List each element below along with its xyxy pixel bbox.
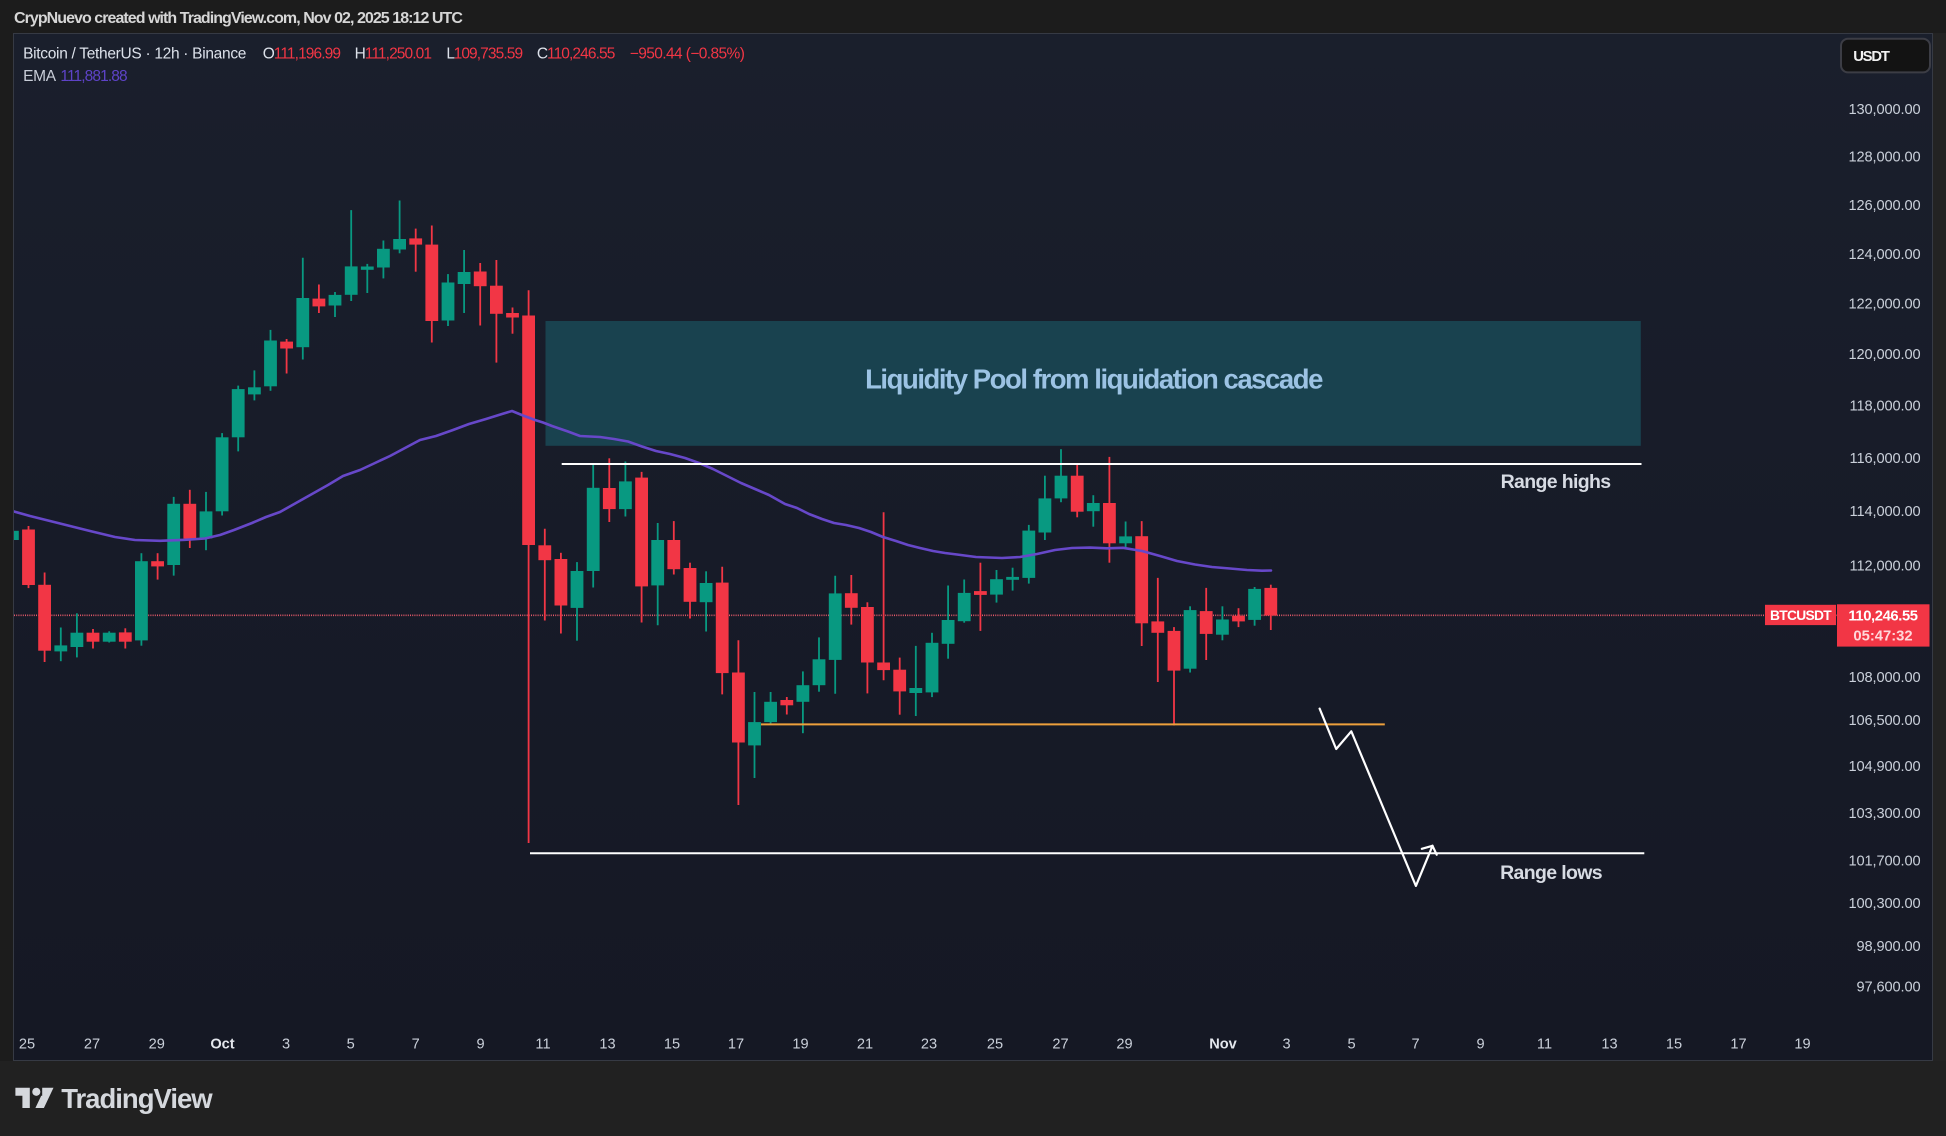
svg-text:15: 15	[664, 1036, 680, 1052]
svg-text:Range highs: Range highs	[1501, 471, 1612, 493]
svg-text:25: 25	[987, 1036, 1003, 1052]
svg-text:111,196.99: 111,196.99	[274, 46, 341, 63]
svg-text:21: 21	[857, 1036, 873, 1052]
svg-text:27: 27	[1052, 1036, 1068, 1052]
svg-text:11: 11	[535, 1036, 550, 1052]
svg-text:5: 5	[347, 1036, 355, 1052]
svg-text:116,000.00: 116,000.00	[1850, 451, 1921, 467]
svg-text:111,881.88: 111,881.88	[60, 68, 127, 85]
svg-text:109,735.59: 109,735.59	[454, 46, 523, 63]
svg-text:29: 29	[149, 1036, 165, 1052]
svg-text:101,700.00: 101,700.00	[1848, 854, 1920, 870]
svg-text:25: 25	[19, 1036, 35, 1052]
svg-text:124,000.00: 124,000.00	[1848, 247, 1920, 263]
svg-text:C: C	[537, 46, 548, 63]
svg-text:Oct: Oct	[210, 1036, 234, 1052]
svg-text:L: L	[446, 46, 455, 63]
svg-text:122,000.00: 122,000.00	[1848, 297, 1920, 313]
svg-text:Bitcoin / TetherUS · 12h · Bin: Bitcoin / TetherUS · 12h · Binance	[23, 46, 246, 63]
svg-text:Liquidity Pool from liquidatio: Liquidity Pool from liquidation cascade	[865, 364, 1323, 395]
svg-text:110,246.55: 110,246.55	[1848, 608, 1917, 624]
svg-text:13: 13	[1601, 1036, 1617, 1052]
svg-text:106,500.00: 106,500.00	[1848, 713, 1920, 729]
svg-text:29: 29	[1116, 1036, 1132, 1052]
svg-text:114,000.00: 114,000.00	[1850, 504, 1921, 520]
svg-text:05:47:32: 05:47:32	[1853, 628, 1912, 644]
svg-text:110,246.55: 110,246.55	[547, 46, 615, 63]
svg-text:EMA: EMA	[23, 68, 57, 85]
svg-text:130,000.00: 130,000.00	[1848, 102, 1920, 118]
svg-text:7: 7	[412, 1036, 420, 1052]
svg-text:Range lows: Range lows	[1500, 862, 1603, 884]
svg-text:17: 17	[1730, 1036, 1746, 1052]
svg-text:103,300.00: 103,300.00	[1848, 806, 1920, 822]
svg-text:27: 27	[84, 1036, 100, 1052]
svg-text:104,900.00: 104,900.00	[1848, 759, 1920, 775]
svg-text:111,250.01: 111,250.01	[365, 46, 432, 63]
svg-text:112,000.00: 112,000.00	[1850, 558, 1921, 574]
svg-text:100,300.00: 100,300.00	[1848, 896, 1920, 912]
svg-text:USDT: USDT	[1853, 49, 1890, 65]
svg-text:H: H	[355, 46, 366, 63]
svg-text:23: 23	[921, 1036, 937, 1052]
svg-text:19: 19	[1794, 1036, 1810, 1052]
svg-text:7: 7	[1411, 1036, 1419, 1052]
svg-text:128,000.00: 128,000.00	[1848, 150, 1920, 166]
svg-text:108,000.00: 108,000.00	[1848, 670, 1920, 686]
svg-text:9: 9	[1476, 1036, 1484, 1052]
svg-text:19: 19	[792, 1036, 808, 1052]
svg-text:120,000.00: 120,000.00	[1848, 347, 1920, 363]
svg-text:3: 3	[1282, 1036, 1290, 1052]
svg-text:O: O	[263, 46, 275, 63]
svg-text:TradingView: TradingView	[61, 1083, 213, 1114]
svg-text:Nov: Nov	[1209, 1036, 1237, 1052]
svg-text:5: 5	[1347, 1036, 1355, 1052]
svg-text:118,000.00: 118,000.00	[1850, 399, 1921, 415]
svg-text:97,600.00: 97,600.00	[1856, 980, 1920, 996]
svg-text:13: 13	[599, 1036, 615, 1052]
svg-text:3: 3	[282, 1036, 290, 1052]
svg-text:−950.44 (−0.85%): −950.44 (−0.85%)	[630, 46, 745, 63]
svg-text:15: 15	[1666, 1036, 1682, 1052]
svg-text:BTCUSDT: BTCUSDT	[1770, 608, 1832, 623]
svg-text:98,900.00: 98,900.00	[1856, 939, 1920, 955]
svg-text:9: 9	[476, 1036, 484, 1052]
svg-text:17: 17	[728, 1036, 744, 1052]
svg-text:126,000.00: 126,000.00	[1848, 198, 1920, 214]
svg-text:11: 11	[1537, 1036, 1552, 1052]
